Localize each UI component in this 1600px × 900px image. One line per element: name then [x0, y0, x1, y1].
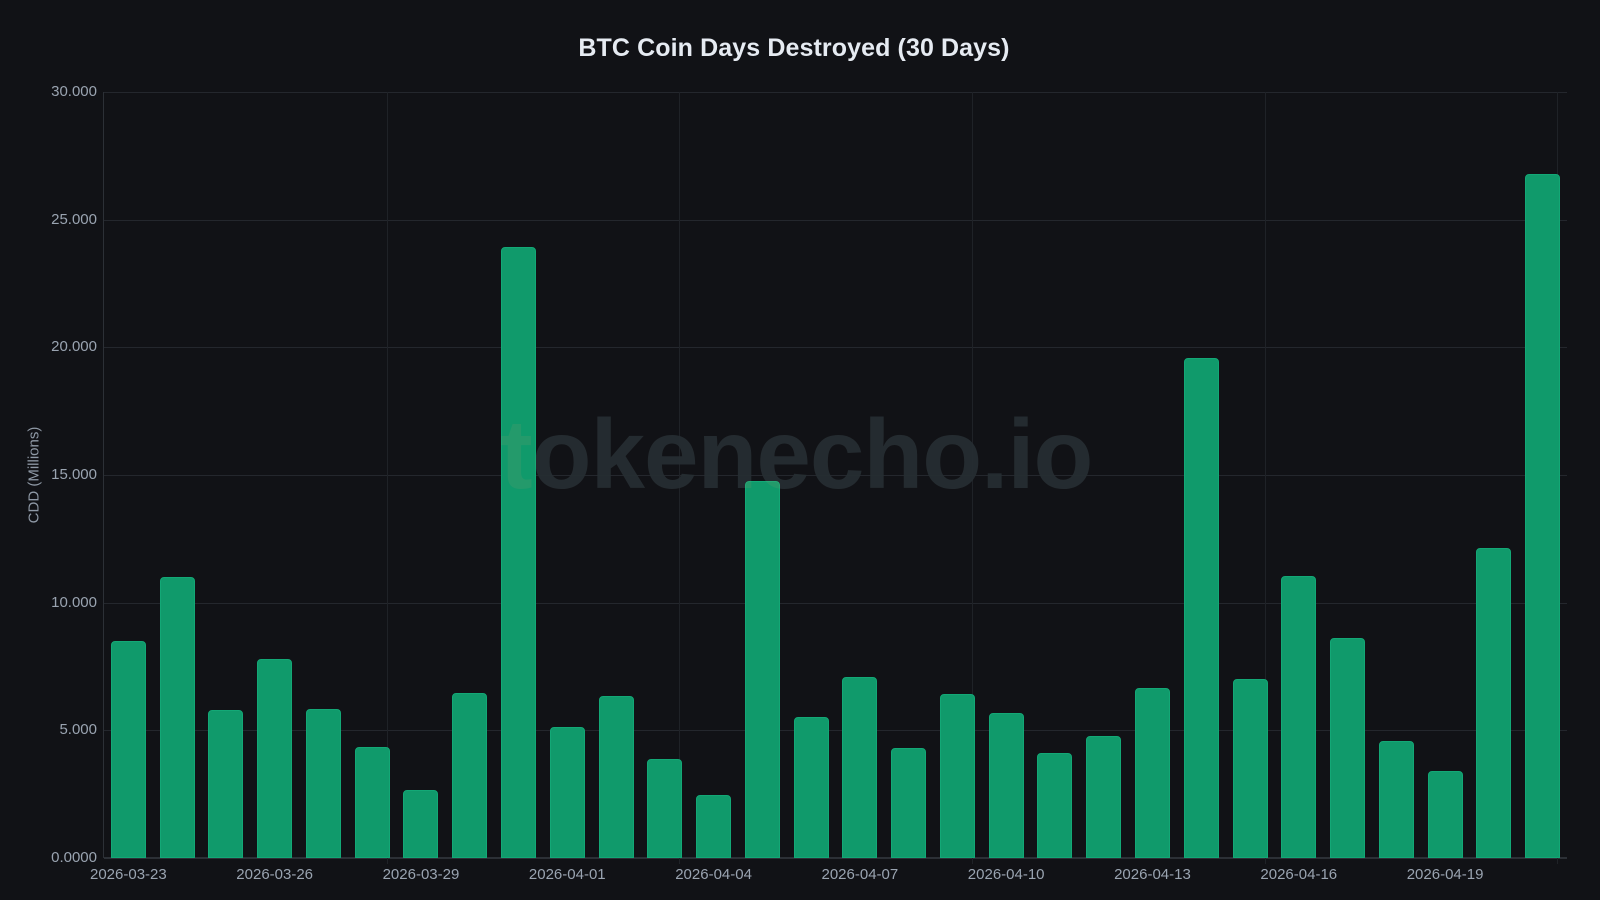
bar-2026-04-14[interactable]	[1183, 357, 1219, 858]
bar-2026-04-07[interactable]	[842, 677, 878, 858]
gridline-horizontal	[104, 475, 1567, 476]
bar-2026-04-17[interactable]	[1330, 637, 1366, 858]
x-tick-label: 2026-04-07	[821, 866, 899, 883]
bar-2026-03-24[interactable]	[159, 576, 195, 858]
y-tick-label: 10.000	[51, 593, 97, 611]
x-tick-label: 2026-04-13	[1114, 866, 1191, 883]
gridline-vertical	[972, 92, 974, 864]
bar-2026-04-11[interactable]	[1037, 752, 1073, 858]
x-tick-label: 2026-04-04	[675, 866, 752, 883]
bar-2026-04-16[interactable]	[1281, 575, 1317, 858]
bar-2026-03-30[interactable]	[452, 692, 488, 858]
y-axis-line	[103, 92, 104, 858]
bar-2026-03-26[interactable]	[257, 659, 293, 858]
gridline-horizontal	[104, 347, 1567, 349]
chart-title: BTC Coin Days Destroyed (30 Days)	[578, 34, 1010, 62]
bar-2026-04-12[interactable]	[1086, 736, 1122, 858]
bar-2026-04-04[interactable]	[696, 794, 732, 858]
bar-2026-04-09[interactable]	[939, 694, 975, 858]
y-tick-label: 20.000	[51, 338, 97, 356]
x-tick-label: 2026-03-29	[382, 866, 460, 883]
x-tick-label: 2026-03-26	[236, 866, 314, 883]
bar-2026-04-19[interactable]	[1427, 770, 1463, 858]
bar-2026-04-21[interactable]	[1525, 174, 1561, 858]
bar-2026-04-08[interactable]	[891, 748, 927, 858]
bar-2026-04-03[interactable]	[647, 759, 683, 858]
bar-2026-03-25[interactable]	[208, 709, 244, 858]
gridline-horizontal	[104, 219, 1567, 221]
gridline-vertical	[386, 92, 388, 864]
y-tick-label: 0.0000	[51, 849, 97, 866]
x-tick-label: 2026-04-01	[528, 866, 606, 883]
y-tick-label: 30.000	[51, 83, 97, 100]
gridline-horizontal	[104, 602, 1567, 604]
bar-2026-04-02[interactable]	[598, 696, 634, 858]
bar-2026-04-15[interactable]	[1232, 679, 1268, 858]
bar-2026-03-29[interactable]	[403, 790, 439, 858]
gridline-vertical	[1264, 92, 1266, 864]
x-tick-label: 2026-04-16	[1260, 866, 1338, 883]
gridline-vertical	[679, 92, 681, 864]
bar-2026-04-01[interactable]	[549, 727, 585, 858]
bar-2026-04-05[interactable]	[744, 480, 780, 858]
y-tick-label: 25.000	[51, 210, 97, 228]
bar-2026-03-27[interactable]	[305, 708, 341, 858]
gridline-horizontal	[104, 92, 1567, 93]
y-tick-label: 15.000	[51, 466, 97, 483]
bar-2026-03-23[interactable]	[110, 640, 146, 858]
plot-area	[103, 92, 1567, 864]
bar-2026-03-31[interactable]	[501, 246, 537, 858]
x-tick-label: 2026-04-19	[1406, 866, 1484, 883]
bar-2026-04-13[interactable]	[1134, 687, 1170, 858]
bar-2026-03-28[interactable]	[354, 747, 390, 858]
x-tick-label: 2026-03-23	[90, 866, 167, 883]
y-tick-label: 5.000	[59, 721, 97, 739]
bar-2026-04-20[interactable]	[1476, 548, 1512, 858]
bar-2026-04-18[interactable]	[1378, 741, 1414, 858]
x-tick-label: 2026-04-10	[967, 866, 1045, 883]
gridline-horizontal	[104, 730, 1567, 732]
bar-2026-04-10[interactable]	[988, 712, 1024, 858]
x-axis-line	[104, 857, 1567, 859]
bar-2026-04-06[interactable]	[793, 717, 829, 858]
